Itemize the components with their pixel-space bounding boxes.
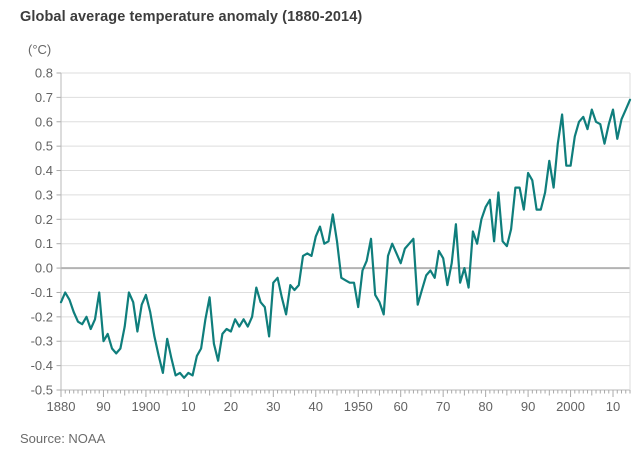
- x-axis-label: 90: [96, 399, 110, 414]
- chart-title: Global average temperature anomaly (1880…: [20, 9, 363, 25]
- y-axis-label: 0.7: [35, 90, 53, 105]
- y-axis-label: 0.2: [35, 212, 53, 227]
- y-axis-label: 0.6: [35, 114, 53, 129]
- y-axis-label: 0.3: [35, 187, 53, 202]
- x-axis-label: 30: [266, 399, 280, 414]
- y-axis-label: 0.5: [35, 139, 53, 154]
- x-axis-label: 20: [224, 399, 238, 414]
- y-axis-label: 0.0: [35, 261, 53, 276]
- y-axis-label: -0.4: [31, 358, 53, 373]
- y-axis-label: -0.5: [31, 383, 53, 398]
- y-axis-label: 0.8: [35, 66, 53, 81]
- x-axis-label: 2000: [556, 399, 585, 414]
- y-axis-label: -0.1: [31, 285, 53, 300]
- temperature-anomaly-line: [59, 98, 632, 379]
- x-axis-label: 40: [309, 399, 323, 414]
- x-axis-label: 10: [181, 399, 195, 414]
- x-axis-label: 70: [436, 399, 450, 414]
- x-axis-label: 60: [393, 399, 407, 414]
- y-axis-label: -0.2: [31, 309, 53, 324]
- y-axis-unit-label: (°C): [28, 42, 52, 57]
- x-axis-label: 1900: [131, 399, 160, 414]
- x-axis-label: 1950: [344, 399, 373, 414]
- x-axis-label: 10: [606, 399, 620, 414]
- x-axis-label: 1880: [47, 399, 76, 414]
- source-note: Source: NOAA: [20, 431, 106, 446]
- y-axis-label: 0.1: [35, 236, 53, 251]
- x-axis-label: 80: [478, 399, 492, 414]
- x-axis-label: 90: [521, 399, 535, 414]
- y-axis-label: -0.3: [31, 334, 53, 349]
- y-axis-label: 0.4: [35, 163, 53, 178]
